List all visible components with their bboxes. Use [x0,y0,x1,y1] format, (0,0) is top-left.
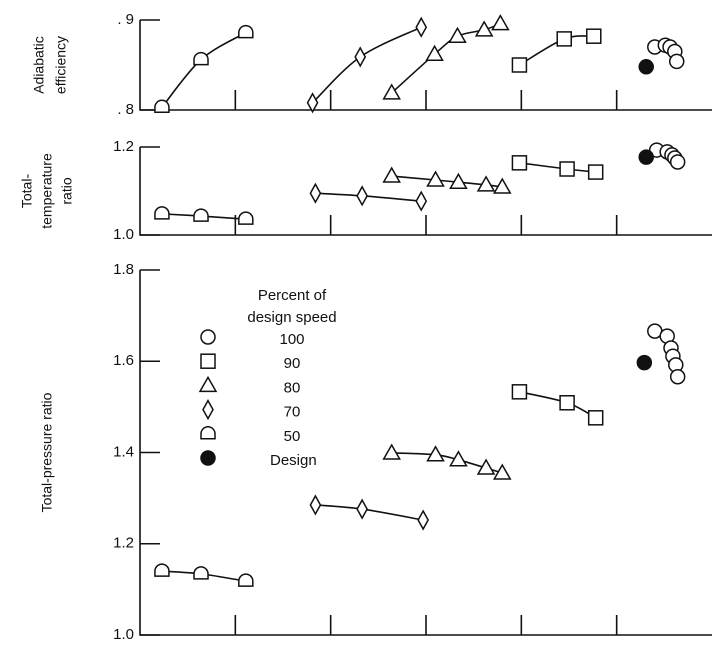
marker-dhalf [154,563,170,577]
marker-dhalf [193,51,209,66]
marker-diamond [354,46,367,68]
marker-dhalf [154,99,170,114]
marker-dhalf [238,211,254,225]
marker-diamond [356,185,368,207]
legend-label: Design [270,452,317,469]
marker-triangle [449,450,468,467]
legend-marker [198,375,218,393]
legend-title: Percent of [258,287,327,304]
legend-label: 80 [284,379,301,396]
series-line [311,26,422,104]
legend-marker [200,353,216,369]
y-axis-label: Adiabatic [31,36,47,94]
y-tick-label: 1.6 [113,352,134,369]
marker-triangle [425,44,444,61]
marker-square [556,31,572,47]
marker-diamond [356,498,368,520]
series-line [519,162,596,173]
y-tick-label: 1.0 [113,226,134,243]
legend-label: 50 [284,428,301,445]
marker-triangle [426,170,445,187]
marker-square [587,410,604,426]
marker-dhalf [193,566,209,580]
y-tick-label: 1.8 [113,261,134,278]
marker-circle [668,53,685,70]
axes [139,270,712,636]
marker-triangle [491,14,510,31]
marker-triangle [426,445,445,462]
marker-triangle [474,20,494,37]
marker-triangle [476,175,496,192]
marker-square [559,161,575,177]
series-line [519,391,597,419]
marker-square [511,57,528,73]
y-tick-label: . 9 [117,11,134,28]
marker-diamond [309,182,322,204]
y-axis-label: efficiency [53,36,69,94]
y-tick-label: 1.4 [113,443,134,460]
marker-triangle [382,443,401,460]
marker-triangle [449,172,468,189]
legend-marker [200,450,216,466]
legend-label: 70 [284,404,301,421]
marker-square [586,28,602,44]
marker-triangle [448,26,467,43]
y-axis-label: temperature [39,153,55,229]
legend-label: 90 [284,355,301,372]
marker-filled [638,59,654,75]
marker-diamond [415,16,428,38]
y-tick-label: 1.2 [113,138,134,155]
legend-marker [202,399,214,421]
marker-square [511,384,528,400]
marker-triangle [476,458,496,475]
series-line [315,504,424,521]
series-line [161,31,247,108]
marker-dhalf [238,24,254,39]
marker-circle [669,369,686,385]
y-axis-label: ratio [59,177,75,204]
y-tick-label: . 8 [117,101,134,118]
marker-triangle [492,463,512,480]
marker-triangle [382,166,401,183]
marker-square [559,395,575,411]
y-axis-label: Total-pressure ratio [39,392,55,512]
marker-diamond [417,509,429,531]
series-line [315,192,422,202]
marker-diamond [309,494,322,516]
y-tick-label: 1.2 [113,535,134,552]
marker-triangle [492,177,512,194]
marker-square [587,164,604,180]
marker-circle [669,154,686,170]
y-tick-label: 1.0 [113,626,134,643]
legend-marker [200,329,216,345]
y-axis-label: Total- [19,174,35,209]
marker-diamond [415,190,428,212]
legend-marker [200,426,216,440]
marker-dhalf [154,206,170,220]
legend-title: design speed [247,309,336,326]
marker-dhalf [238,573,254,587]
marker-dhalf [193,208,209,222]
marker-square [511,155,528,171]
legend-label: 100 [279,331,304,348]
marker-filled [636,354,653,371]
marker-filled [638,149,654,165]
marker-diamond [306,92,319,114]
marker-triangle [382,83,401,100]
